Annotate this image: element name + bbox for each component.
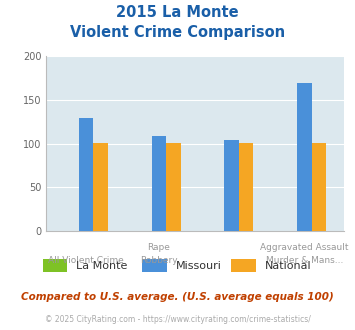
Bar <box>166 143 181 231</box>
Text: National: National <box>264 261 311 271</box>
Bar <box>152 136 166 231</box>
Bar <box>312 143 326 231</box>
Text: Missouri: Missouri <box>176 261 222 271</box>
Text: Rape: Rape <box>147 243 170 251</box>
Text: © 2025 CityRating.com - https://www.cityrating.com/crime-statistics/: © 2025 CityRating.com - https://www.city… <box>45 315 310 324</box>
Text: All Violent Crime: All Violent Crime <box>48 256 124 265</box>
Text: 2015 La Monte: 2015 La Monte <box>116 5 239 20</box>
Text: La Monte: La Monte <box>76 261 128 271</box>
Text: Violent Crime Comparison: Violent Crime Comparison <box>70 25 285 40</box>
Bar <box>239 143 253 231</box>
Text: Murder & Mans...: Murder & Mans... <box>266 256 343 265</box>
Text: Aggravated Assault: Aggravated Assault <box>260 243 349 251</box>
Text: Compared to U.S. average. (U.S. average equals 100): Compared to U.S. average. (U.S. average … <box>21 292 334 302</box>
Bar <box>79 118 93 231</box>
Bar <box>297 83 312 231</box>
Text: Robbery: Robbery <box>140 256 178 265</box>
Bar <box>93 143 108 231</box>
Bar <box>224 140 239 231</box>
